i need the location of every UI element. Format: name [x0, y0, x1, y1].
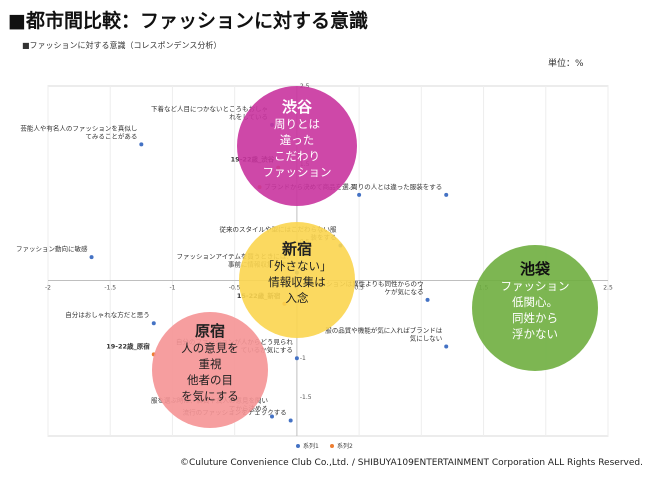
data-label-line: 気にしない [410, 334, 443, 343]
data-point [444, 192, 449, 197]
data-label: ファッション動向に敏感 [16, 244, 88, 253]
data-label-line: 芸能人や有名人のファッションを真似し [20, 123, 137, 132]
city-bubble-1 [239, 222, 355, 338]
data-point [270, 414, 274, 419]
data-point [357, 192, 362, 197]
data-point [294, 356, 299, 361]
data-point [288, 418, 293, 423]
y-tick-label: 2.5 [300, 83, 310, 90]
data-point [139, 142, 144, 147]
data-point [89, 255, 94, 260]
city-name: 渋谷 [282, 98, 313, 116]
x-tick-label: -1 [169, 284, 175, 291]
data-label: 自分はおしゃれな方だと思う [65, 310, 150, 319]
city-name: 新宿 [282, 240, 312, 258]
data-label: 周りの人とは違った服装をする [351, 182, 442, 191]
city-description-line: 重視 [199, 357, 222, 371]
data-label-line: 19-22歳_原宿 [106, 341, 150, 350]
data-label-line: ているか気にする [241, 345, 293, 354]
city-description-line: 違った [280, 133, 315, 147]
x-tick-label: -0.5 [229, 284, 241, 291]
data-label-line: ファッションは異性よりも同性からのウ [307, 279, 424, 288]
data-label: 服の品質や機能が気に入ればブランドは気にしない [325, 326, 443, 343]
chart-subtitle: ■ファッションに対する意識（コレスポンデンス分析） [22, 41, 222, 50]
city-description-line: 周りとは [274, 117, 320, 131]
data-label-line: ファッションアイテムを買うときには、 [177, 253, 293, 261]
city-description-line: 他者の目 [187, 373, 233, 387]
city-description-line: こだわり [274, 149, 320, 163]
x-tick-label: 2.5 [603, 284, 613, 291]
city-description-line: ファッション [501, 279, 570, 293]
legend-label: 系列2 [337, 442, 353, 450]
legend-marker [296, 444, 300, 448]
page-title: ■都市間比較：ファッションに対する意識 [8, 10, 368, 32]
data-label-line: 服の品質や機能が気に入ればブランドは [325, 326, 443, 335]
data-label-line: 自分はおしゃれな方だと思う [65, 310, 150, 319]
x-tick-label: -1.5 [104, 284, 116, 291]
legend-marker [330, 444, 334, 448]
y-tick-label: -1.5 [300, 394, 312, 401]
city-description-line: 低関心。 [512, 295, 558, 309]
city-name: 原宿 [195, 322, 225, 340]
city-name: 池袋 [520, 260, 551, 278]
city-description-line: 情報収集は [268, 275, 326, 289]
data-point [425, 297, 430, 302]
city-description-line: を気にする [181, 389, 239, 403]
x-tick-label: -2 [45, 284, 51, 291]
data-label-line: てみることがある [85, 131, 137, 140]
data-label: 19-22歳_原宿 [106, 341, 150, 350]
data-label: ファッションは異性よりも同性からのウケが気になる [307, 279, 424, 296]
city-description-line: 人の意見を [181, 341, 239, 355]
city-description-line: ファッション [263, 165, 332, 179]
data-label: 芸能人や有名人のファッションを真似してみることがある [20, 123, 137, 140]
x-tick-label: 1 [419, 284, 423, 291]
city-description-line: 同姓から [512, 311, 558, 325]
city-description-line: 浮かない [512, 327, 558, 341]
legend-label: 系列1 [303, 442, 319, 450]
x-tick-label: 0.5 [354, 284, 364, 291]
data-label-line: ケが気になる [385, 287, 424, 296]
y-tick-label: -1 [300, 355, 306, 362]
data-point [151, 321, 156, 326]
data-point [444, 344, 449, 349]
data-label-line: ファッション動向に敏感 [16, 244, 88, 253]
unit-label: 単位：% [548, 59, 584, 69]
data-label-line: 周りの人とは違った服装をする [351, 182, 442, 191]
city-description-line: 入念 [286, 291, 309, 305]
data-label-line: 下着など人目につかないところもおしゃ [151, 104, 268, 113]
copyright-text: ©Culuture Convenience Club Co.,Ltd. / SH… [180, 458, 643, 468]
city-description-line: 「外さない」 [263, 259, 332, 273]
city-bubble-0 [237, 86, 357, 206]
city-bubble-3 [152, 312, 268, 428]
city-bubble-2 [472, 245, 598, 371]
